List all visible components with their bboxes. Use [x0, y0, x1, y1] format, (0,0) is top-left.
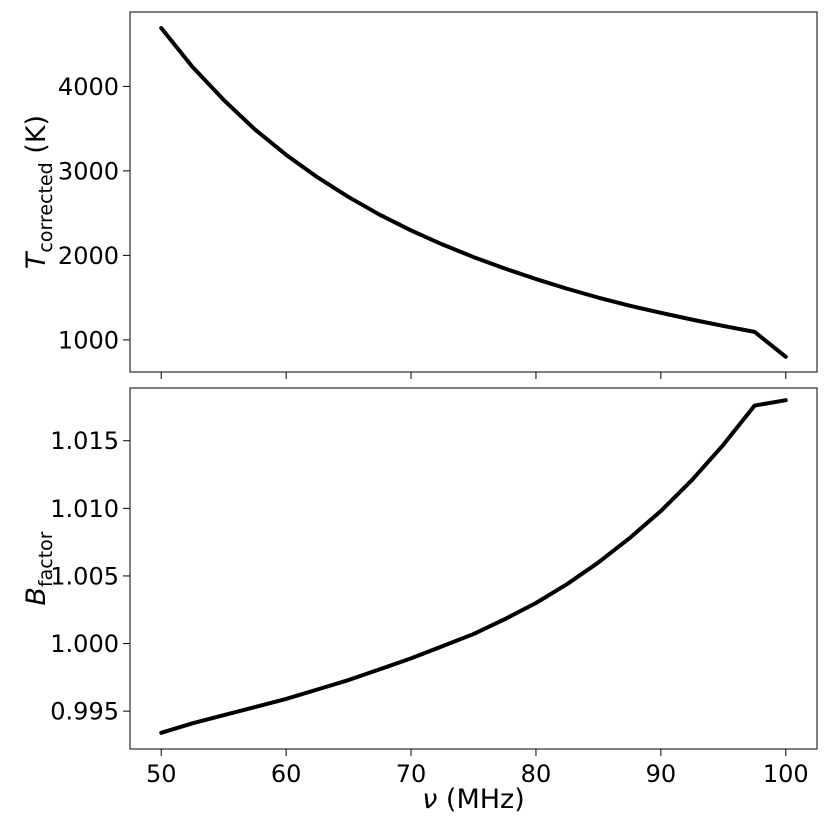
bottom-xtick-label: 70: [396, 760, 427, 788]
top-ytick-label: 2000: [58, 242, 119, 270]
bottom-panel: 0.995 1.000 1.005 1.010 1.015 50 60 70 80 90 100 Bf…: [21, 387, 818, 815]
top-ylabel-unit: (K): [21, 115, 52, 162]
bottom-ytick-label: 1.015: [50, 427, 119, 455]
top-plot-frame: [129, 11, 818, 373]
bottom-ytick-label: 1.000: [50, 630, 119, 658]
bottom-xtick-label: 100: [763, 760, 809, 788]
top-ylabel: Tcorrected (K): [21, 115, 57, 269]
bottom-ylabel: Bfactor: [21, 531, 57, 605]
xlabel-unit: (MHz): [437, 784, 524, 815]
top-ytick-label: 3000: [58, 157, 119, 185]
bottom-ytick-label: 1.005: [50, 562, 119, 590]
bottom-ytick-label: 0.995: [50, 698, 119, 726]
bottom-xtick-label: 90: [646, 760, 677, 788]
bottom-series-line: [159, 398, 788, 735]
xlabel-symbol: ν: [422, 784, 437, 815]
bottom-plot-frame: [129, 387, 818, 750]
bottom-ylabel-symbol: B: [21, 587, 52, 606]
bottom-ylabel-subscript: factor: [35, 531, 57, 587]
xlabel: ν (MHz): [422, 784, 525, 815]
top-series-line: [159, 26, 788, 359]
bottom-xtick-label: 80: [521, 760, 552, 788]
top-ytick-label: 1000: [58, 326, 119, 354]
top-ylabel-subscript: corrected: [35, 162, 57, 252]
bottom-xtick-label: 60: [271, 760, 302, 788]
top-ytick-label: 4000: [58, 73, 119, 101]
bottom-xtick-label: 50: [146, 760, 177, 788]
top-ylabel-symbol: T: [21, 250, 52, 269]
bottom-ytick-label: 1.010: [50, 495, 119, 523]
